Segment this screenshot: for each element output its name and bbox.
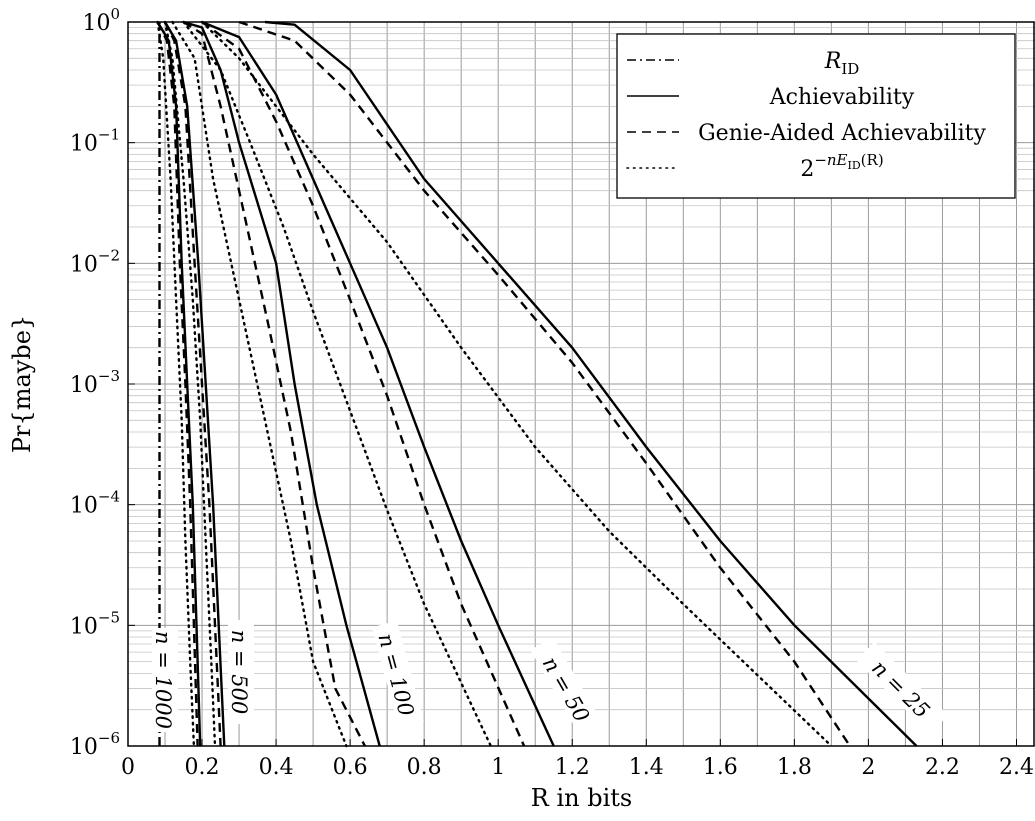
curve-label-background (228, 620, 254, 724)
series-line-n500-solid (163, 21, 226, 747)
curve-label-n25: n = 25 (867, 656, 934, 723)
series-line-n25-solid (264, 20, 918, 747)
x-axis-ticks: 0 0.2 0.4 0.6 0.8 1 1.2 1.4 1.6 1.8 2 2.2 2.4 (121, 739, 1034, 780)
legend-label-dotted: 2−nEID(R) (800, 151, 883, 182)
x-axis-title: R in bits (531, 784, 632, 812)
y-tick-label: 10−6 (70, 729, 120, 760)
series-line-n100-dashed (182, 20, 366, 747)
series-line-n25-dashed (238, 20, 851, 747)
x-tick-label: 0.8 (407, 755, 442, 780)
legend-label-dashdot: RID (824, 49, 860, 78)
series-layer (156, 20, 918, 748)
legend-label-solid: Achievability (769, 85, 915, 110)
y-tick-label: 10−2 (70, 246, 120, 277)
y-tick-label: 10−5 (70, 608, 120, 639)
curve-label-n500: n = 500 (227, 630, 251, 715)
curve-label-background (856, 641, 949, 734)
series-line-n500-dashed (163, 21, 222, 747)
y-tick-label: 100 (82, 5, 120, 36)
series-line-n25-dotted (200, 20, 833, 748)
series-line-n50-solid (201, 20, 555, 747)
x-tick-label: 2.2 (925, 755, 960, 780)
x-tick-label: 0.4 (259, 755, 294, 780)
x-tick-label: 1.8 (777, 755, 812, 780)
legend-box (616, 33, 1016, 199)
curve-labels: n = 1000 n = 500 n = 100 n = 50 n = 25 (151, 620, 949, 741)
curve-label-background (371, 620, 424, 728)
series-line-n500-dotted (163, 20, 217, 748)
series-line-n1000-dotted (156, 20, 196, 748)
curve-label-background (530, 636, 605, 741)
legend: RID Achievability Genie-Aided Achievabilit… (616, 33, 1016, 199)
x-tick-label: 0.6 (333, 755, 368, 780)
x-tick-label: 1.4 (629, 755, 664, 780)
curve-label-n50: n = 50 (538, 653, 594, 727)
x-tick-label: 0.2 (185, 755, 220, 780)
series-line-n50-dotted (182, 20, 492, 748)
y-axis-ticks: 100 10−1 10−2 10−3 10−4 10−5 10−6 (70, 5, 135, 760)
y-axis-title: Pr{maybe} (8, 315, 36, 453)
series-line-n1000-dashed (156, 21, 199, 747)
series-line-n100-solid (183, 20, 381, 747)
x-tick-label: 1.2 (555, 755, 590, 780)
x-tick-label: 2.4 (999, 755, 1034, 780)
grid (127, 21, 1035, 747)
curve-label-background (152, 628, 178, 732)
series-line-n50-dashed (201, 21, 526, 747)
y-tick-label: 10−1 (70, 126, 120, 157)
series-line-n1000-solid (156, 21, 202, 747)
y-tick-label: 10−4 (70, 488, 120, 519)
series-line-n100-dotted (171, 20, 348, 748)
curve-label-n1000: n = 1000 (151, 631, 175, 729)
y-tick-label: 10−3 (70, 367, 120, 398)
x-tick-label: 0 (121, 755, 135, 780)
x-tick-label: 1 (491, 755, 505, 780)
legend-label-dashed: Genie-Aided Achievability (698, 121, 986, 146)
x-tick-label: 2 (861, 755, 875, 780)
x-tick-label: 1.6 (703, 755, 738, 780)
